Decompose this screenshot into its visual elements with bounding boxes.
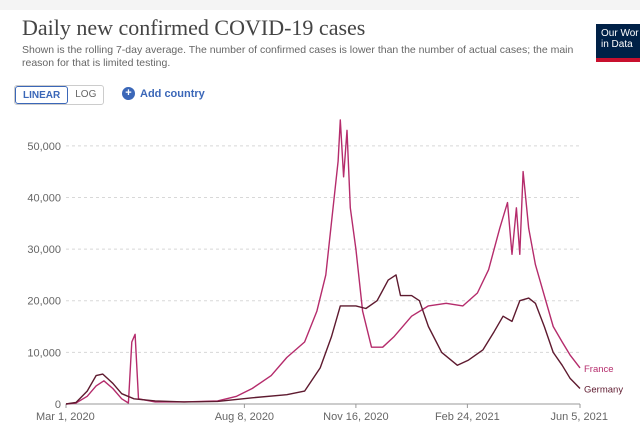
add-country-label: Add country [140, 87, 205, 100]
scale-toggle: LINEAR LOG [14, 85, 105, 105]
owid-logo[interactable]: Our Wor in Data [596, 24, 640, 62]
log-scale-button[interactable]: LOG [75, 89, 97, 100]
chart-subtitle: Shown is the rolling 7-day average. The … [22, 44, 574, 69]
y-tick-label: 20,000 [27, 296, 61, 308]
chart-title: Daily new confirmed COVID-19 cases [22, 15, 366, 40]
add-country-button[interactable]: + Add country [122, 87, 205, 100]
x-tick-label: Jun 5, 2021 [551, 411, 609, 423]
x-tick-label: Aug 8, 2020 [215, 411, 274, 423]
linear-scale-button[interactable]: LINEAR [15, 86, 69, 104]
gridlines [66, 145, 580, 405]
y-axis-ticks: 0 10,000 20,000 30,000 40,000 50,000 [27, 141, 61, 411]
series-line-france [65, 119, 581, 405]
series-lines [65, 119, 581, 405]
logo-line-1: Our Wor [601, 28, 639, 39]
x-axis-ticks: Mar 1, 2020 Aug 8, 2020 Nov 16, 2020 Feb 24… [36, 404, 608, 423]
plus-icon: + [122, 87, 135, 100]
y-tick-label: 0 [55, 399, 61, 411]
series-label-france: France [584, 364, 614, 375]
y-tick-label: 50,000 [27, 141, 61, 153]
top-bar [0, 0, 640, 10]
series-labels: France Germany [584, 364, 623, 396]
logo-accent-bar [596, 58, 640, 62]
y-tick-label: 10,000 [27, 347, 61, 359]
x-tick-label: Nov 16, 2020 [323, 411, 388, 423]
x-tick-label: Feb 24, 2021 [435, 411, 500, 423]
series-label-germany: Germany [584, 385, 623, 396]
logo-line-2: in Data [601, 39, 633, 50]
series-line-germany [65, 274, 581, 405]
y-tick-label: 40,000 [27, 192, 61, 204]
y-tick-label: 30,000 [27, 244, 61, 256]
x-tick-label: Mar 1, 2020 [36, 411, 95, 423]
